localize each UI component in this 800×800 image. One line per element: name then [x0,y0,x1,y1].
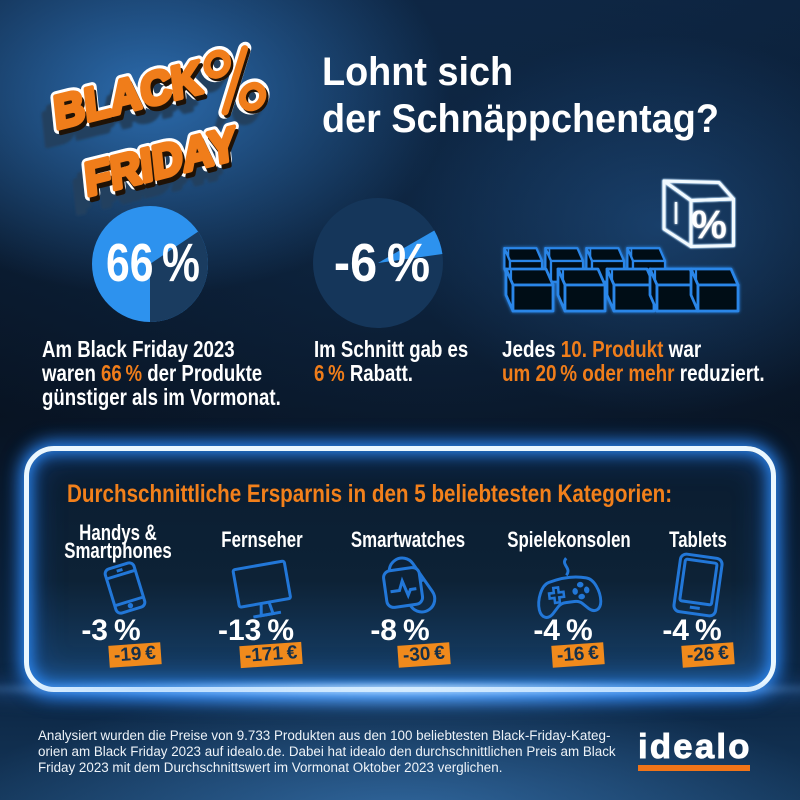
svg-text:%: % [691,203,727,247]
svg-text:-6 %: -6 % [334,232,430,293]
svg-text:66 %: 66 % [106,233,200,293]
